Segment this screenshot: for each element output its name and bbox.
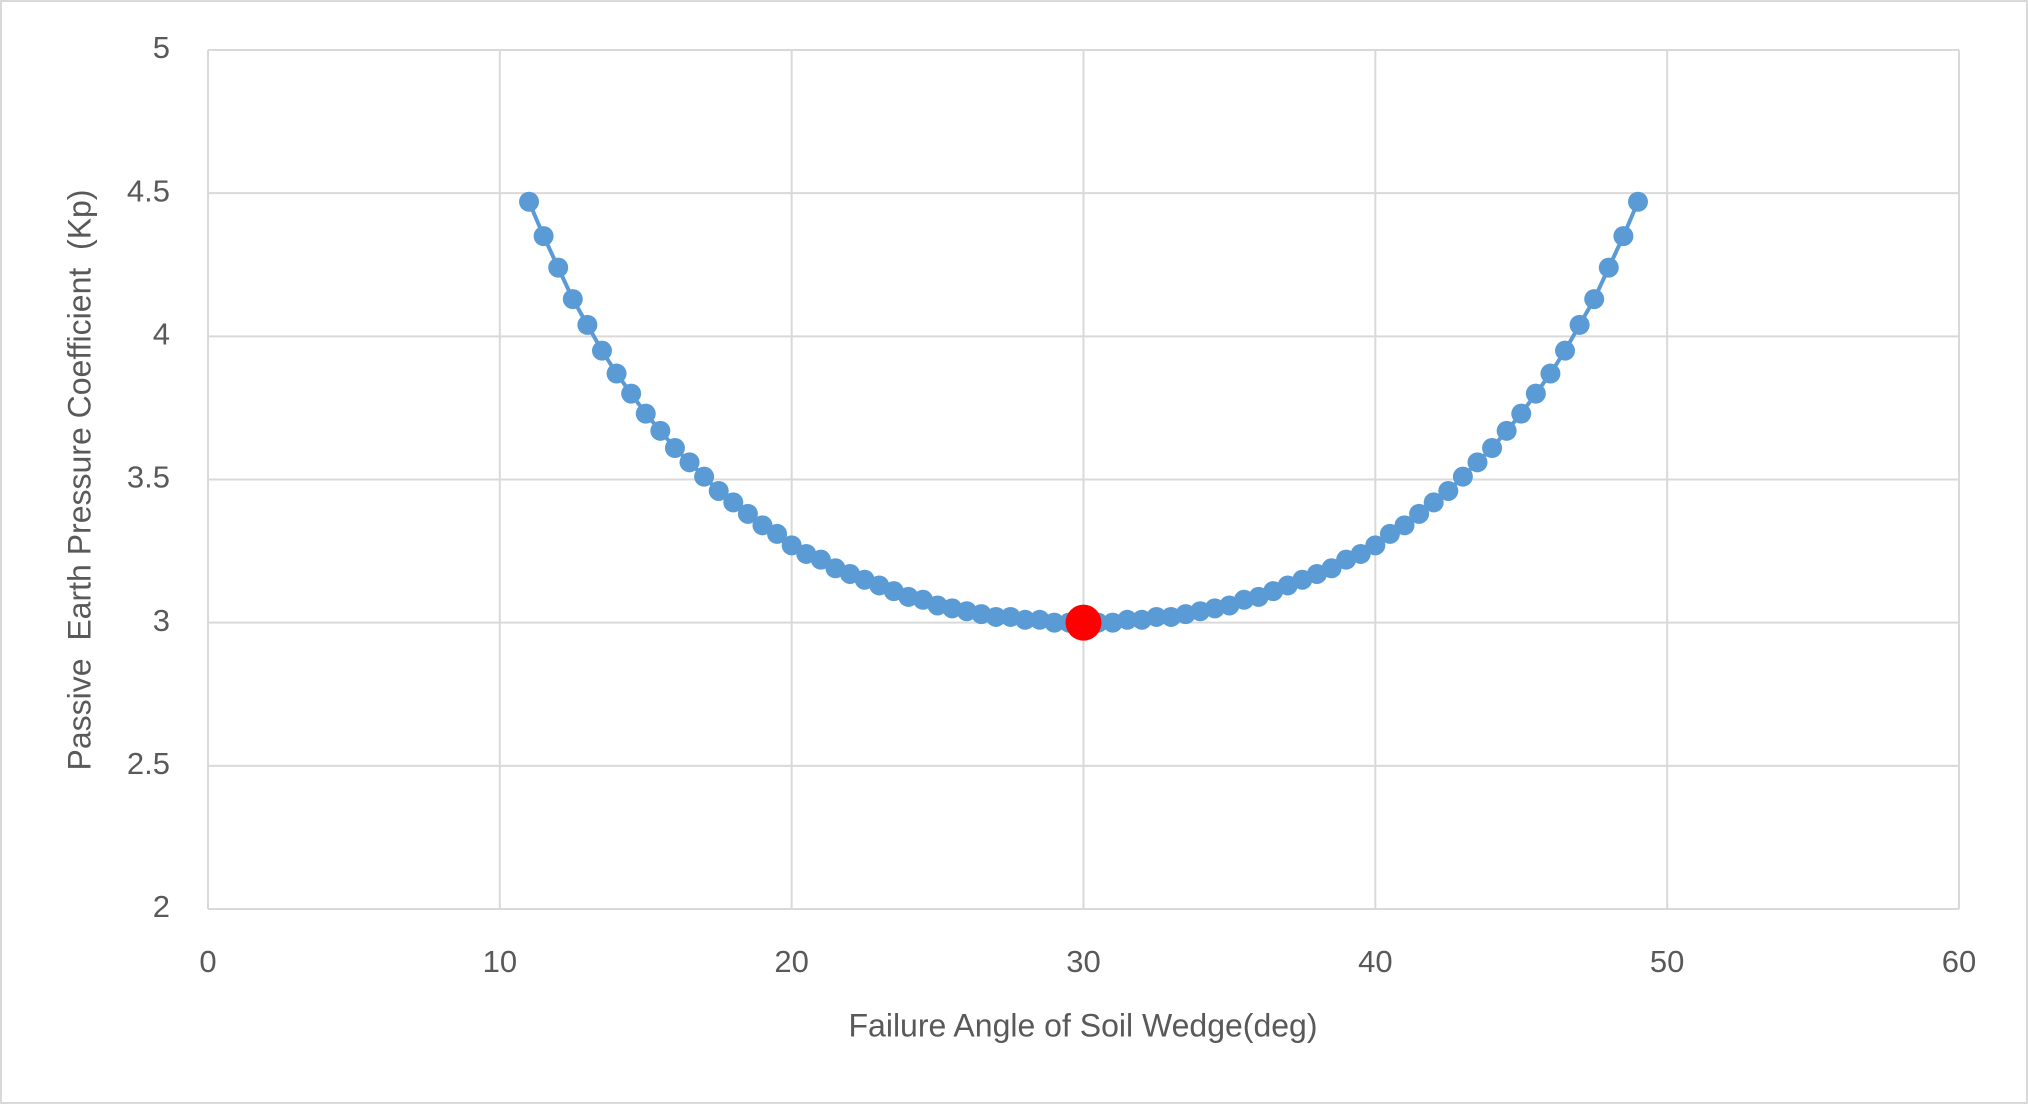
data-point <box>562 289 583 310</box>
data-point <box>548 257 569 278</box>
data-point <box>1044 612 1065 633</box>
x-tick-label: 60 <box>1942 944 1976 979</box>
data-point <box>1394 515 1415 536</box>
highlight-point <box>1065 604 1102 641</box>
data-point <box>1598 257 1619 278</box>
data-point <box>781 535 802 556</box>
data-point <box>1569 314 1590 335</box>
data-point <box>1146 606 1167 627</box>
x-tick-label: 40 <box>1358 944 1392 979</box>
data-point <box>1467 452 1488 473</box>
data-point <box>519 191 540 212</box>
data-point <box>1117 609 1138 630</box>
data-point <box>635 403 656 424</box>
data-point <box>1321 558 1342 579</box>
y-tick-label: 2.5 <box>127 746 170 781</box>
x-tick-label: 20 <box>774 944 808 979</box>
data-point <box>664 438 685 459</box>
data-point <box>1496 420 1517 441</box>
data-point <box>694 466 715 487</box>
data-point <box>1627 191 1648 212</box>
data-point <box>1423 492 1444 513</box>
data-point <box>1350 543 1371 564</box>
data-point <box>1438 480 1459 501</box>
y-tick-label: 4.5 <box>127 173 170 208</box>
y-axis-title: Passive Earth Pressure Coefficient (Kp) <box>61 190 97 771</box>
data-point <box>577 314 598 335</box>
data-point <box>606 363 627 384</box>
x-tick-label: 50 <box>1650 944 1684 979</box>
data-point <box>1015 609 1036 630</box>
data-point <box>591 340 612 361</box>
x-tick-label: 0 <box>199 944 216 979</box>
data-point <box>737 503 758 524</box>
x-tick-label: 10 <box>483 944 517 979</box>
y-tick-label: 3 <box>153 603 170 638</box>
data-point <box>1379 523 1400 544</box>
data-point <box>650 420 671 441</box>
y-tick-label: 4 <box>153 317 170 352</box>
data-point <box>1409 503 1430 524</box>
y-tick-label: 3.5 <box>127 460 170 495</box>
data-point <box>723 492 744 513</box>
y-tick-label: 2 <box>153 889 170 924</box>
data-point <box>810 549 831 570</box>
y-tick-label: 5 <box>153 30 170 65</box>
data-point <box>1584 289 1605 310</box>
x-axis-title: Failure Angle of Soil Wedge(deg) <box>848 1007 1317 1043</box>
data-point <box>621 383 642 404</box>
data-point <box>679 452 700 473</box>
data-point <box>1555 340 1576 361</box>
data-point <box>708 480 729 501</box>
x-tick-label: 30 <box>1066 944 1100 979</box>
data-point <box>985 606 1006 627</box>
data-point <box>1540 363 1561 384</box>
data-point <box>752 515 773 536</box>
data-point <box>1511 403 1532 424</box>
data-point <box>1613 226 1634 247</box>
data-point <box>1482 438 1503 459</box>
data-point <box>1525 383 1546 404</box>
data-point <box>767 523 788 544</box>
data-point <box>533 226 554 247</box>
data-point <box>1452 466 1473 487</box>
data-point <box>1365 535 1386 556</box>
